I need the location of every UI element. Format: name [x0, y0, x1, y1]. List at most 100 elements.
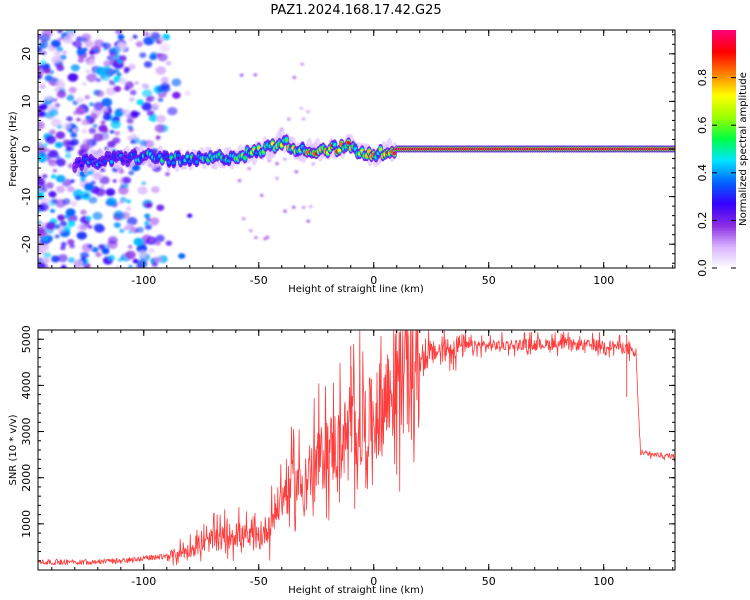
spectrogram-noise-blob: [62, 139, 72, 147]
colorbar-band: [712, 204, 736, 208]
spectrogram-noise-blob: [241, 217, 246, 221]
colorbar-band: [712, 127, 736, 130]
spectrogram-noise-blob: [88, 127, 97, 134]
colorbar-band: [712, 218, 736, 221]
spectrogram-noise-blob: [48, 149, 59, 158]
colorbar-band: [712, 91, 736, 95]
colorbar-band: [712, 158, 736, 162]
colorbar-band: [712, 172, 736, 176]
spectrogram-noise-blob: [121, 109, 130, 116]
colorbar-band: [712, 111, 736, 114]
spectrogram-noise-blob: [123, 184, 129, 188]
spectrogram-noise-blob: [129, 89, 137, 96]
spectrogram-noise-blob: [106, 106, 112, 110]
spectrogram-ytick-label: 20: [20, 47, 33, 61]
spectrogram-noise-blob: [130, 133, 138, 140]
spectrogram-noise-blob: [41, 63, 49, 70]
spectrogram-noise-blob: [48, 191, 57, 198]
spectrogram-noise-blob: [144, 202, 153, 209]
spectrogram-noise-blob: [119, 77, 127, 84]
colorbar-tick-label: 0.4: [696, 164, 709, 182]
spectrogram-noise-blob: [41, 50, 47, 56]
spectrogram-noise-blob: [80, 209, 87, 215]
spectrogram-noise-blob: [69, 243, 75, 249]
colorbar-band: [712, 256, 736, 259]
spectrogram-noise-blob: [139, 139, 148, 147]
spectrogram-noise-blob: [283, 209, 287, 213]
spectrogram-noise-blob: [157, 97, 164, 103]
spectrogram-ytick-label: -10: [20, 188, 33, 206]
spectrogram-noise-blob: [187, 213, 193, 218]
spectrogram-xtick-label: -50: [250, 274, 268, 287]
colorbar-band: [712, 99, 736, 102]
spectrogram-noise-blob: [70, 132, 78, 138]
spectrogram-noise-blob: [103, 60, 111, 67]
spectrogram-noise-blob: [287, 117, 291, 121]
spectrogram-noise-blob: [130, 139, 136, 144]
colorbar-band: [712, 184, 736, 188]
spectrogram-noise-blob: [122, 176, 132, 184]
spectrogram-noise-blob: [87, 170, 94, 176]
spectrogram-noise-blob: [93, 223, 104, 232]
colorbar-band: [712, 168, 736, 172]
snr-xtick-label: -50: [250, 575, 268, 588]
spectrogram-noise-blob: [114, 110, 123, 118]
spectrogram-noise-blob: [172, 91, 181, 99]
spectrogram-xtick-label: 0: [370, 274, 377, 287]
spectrogram-noise-blob: [60, 264, 67, 268]
spectrogram-noise-blob: [49, 129, 56, 135]
spectrogram-noise-blob: [72, 189, 84, 198]
spectrogram-noise-blob: [106, 197, 117, 206]
spectrogram-noise-blob: [122, 257, 128, 261]
colorbar-band: [712, 210, 736, 214]
colorbar-band: [712, 33, 736, 37]
spectrogram-noise-blob: [144, 213, 151, 219]
snr-xtick-label: 50: [482, 575, 496, 588]
spectrogram-noise-blob: [52, 169, 57, 173]
colorbar-band: [712, 51, 736, 55]
spectrogram-noise-blob: [158, 36, 165, 42]
spectrogram-noise-blob: [83, 182, 94, 191]
colorbar-band: [712, 246, 736, 249]
spectrogram-noise-blob: [113, 85, 122, 93]
colorbar-band: [712, 95, 736, 99]
spectrogram-noise-blob: [81, 81, 88, 87]
snr-xtick-label: 100: [593, 575, 614, 588]
spectrogram-noise-blob: [130, 110, 139, 118]
spectrogram-noise-blob: [89, 50, 95, 55]
spectrogram-noise-blob: [311, 162, 316, 166]
colorbar-band: [712, 47, 736, 51]
colorbar-band: [712, 206, 736, 210]
spectrogram-noise-blob: [51, 56, 61, 64]
spectrogram-noise-blob: [51, 162, 57, 167]
spectrogram-noise-blob: [145, 217, 152, 222]
spectrogram-noise-blob: [143, 61, 153, 68]
spectrogram-noise-blob: [98, 124, 108, 133]
spectrogram-ridge-layer: [71, 128, 675, 177]
spectrogram-ridge-core: [194, 160, 199, 164]
spectrogram-noise-blob: [151, 262, 158, 268]
colorbar-band: [712, 145, 736, 148]
colorbar-band: [712, 103, 736, 106]
colorbar-band: [712, 186, 736, 190]
colorbar-band: [712, 192, 736, 196]
spectrogram-noise-blob: [55, 174, 66, 183]
spectrogram-noise-blob: [151, 102, 160, 109]
colorbar-band: [712, 196, 736, 200]
spectrogram-noise-blob: [76, 223, 88, 232]
colorbar-band: [712, 156, 736, 160]
colorbar-band: [712, 182, 736, 186]
spectrogram-ylabel: Frequency (Hz): [8, 111, 19, 187]
spectrogram-noise-blob: [65, 208, 76, 217]
colorbar-band: [712, 121, 736, 124]
colorbar-band: [712, 49, 736, 53]
colorbar-band: [712, 178, 736, 182]
spectrogram-noise-blob: [39, 151, 46, 157]
colorbar-band: [712, 234, 736, 237]
colorbar-band: [712, 113, 736, 116]
spectrogram-noise-blob: [93, 101, 105, 111]
colorbar-band: [712, 87, 736, 91]
snr-series-line: [38, 330, 675, 566]
spectrogram-noise-blob: [55, 155, 61, 159]
spectrogram-noise-blob: [275, 177, 279, 180]
